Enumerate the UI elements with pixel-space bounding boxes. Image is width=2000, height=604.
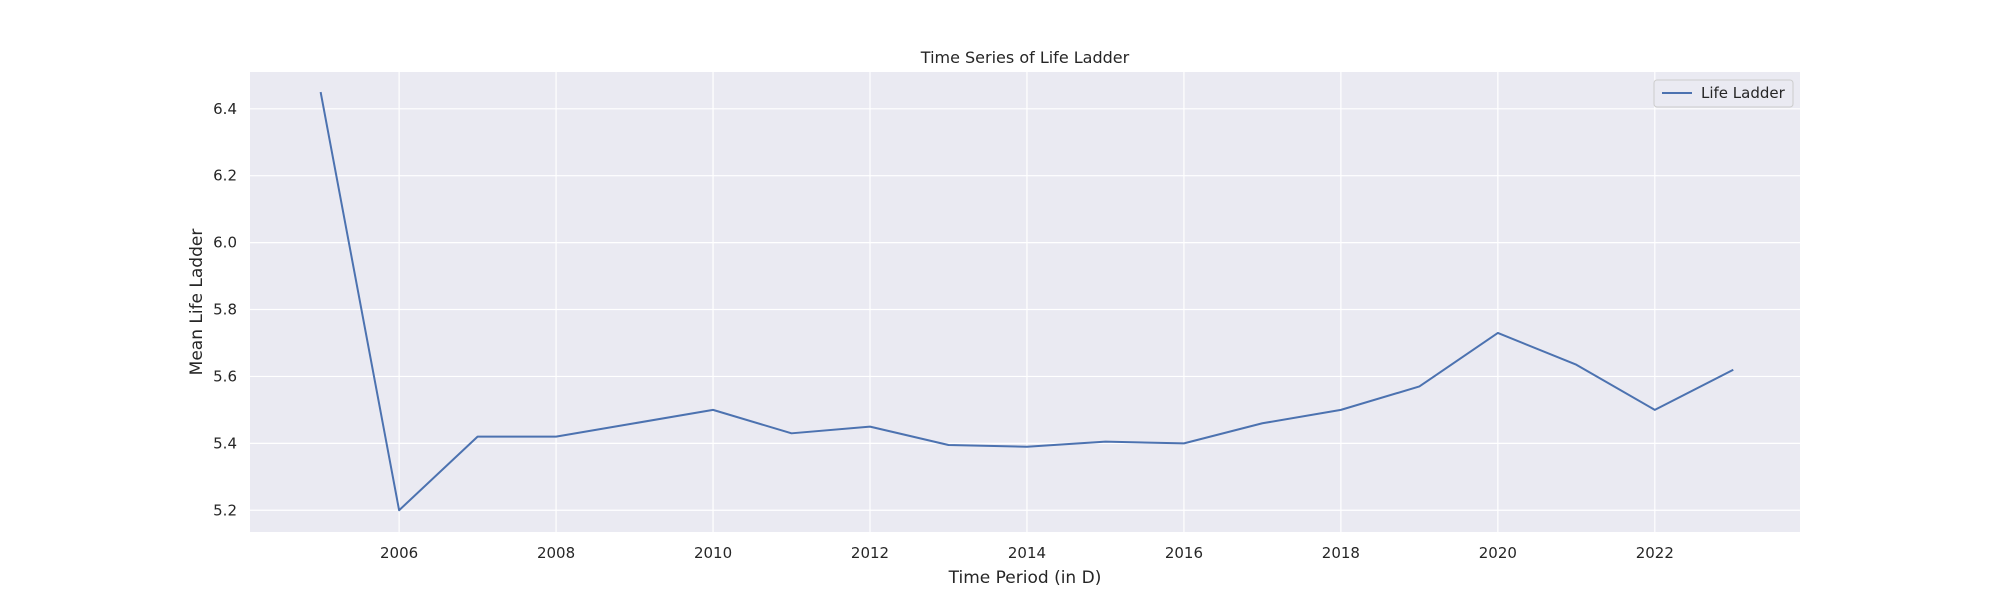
- legend-box: [1653, 79, 1794, 108]
- plot-background: [250, 72, 1800, 532]
- y-tick-label: 6.4: [213, 100, 237, 118]
- y-tick-label: 5.6: [213, 367, 237, 385]
- legend-label: Life Ladder: [1701, 84, 1786, 102]
- x-tick-label: 2018: [1322, 544, 1360, 562]
- series-lines: [319, 91, 1734, 512]
- x-tick-label: 2008: [537, 544, 575, 562]
- legend: Life Ladder: [1653, 79, 1794, 108]
- chart-title: Time Series of Life Ladder: [920, 48, 1130, 67]
- x-tick-label: 2020: [1479, 544, 1517, 562]
- y-tick-labels: 5.2 5.4 5.6 5.8 6.0 6.2 6.4: [213, 100, 237, 519]
- y-tick-label: 5.2: [213, 501, 237, 519]
- y-tick-label: 5.8: [213, 301, 237, 319]
- y-tick-label: 6.2: [213, 167, 237, 185]
- y-tick-label: 6.0: [213, 234, 237, 252]
- x-tick-label: 2010: [694, 544, 732, 562]
- y-tick-label: 5.4: [213, 434, 237, 452]
- x-tick-label: 2022: [1636, 544, 1674, 562]
- x-tick-label: 2016: [1165, 544, 1203, 562]
- grid-lines: [250, 72, 1800, 532]
- x-tick-label: 2012: [851, 544, 889, 562]
- x-axis-label: Time Period (in D): [948, 568, 1102, 588]
- series-line: [319, 91, 1734, 512]
- x-tick-labels: 2006 2008 2010 2012 2014 2016 2018 2020 2022: [380, 544, 1674, 562]
- x-tick-label: 2006: [380, 544, 418, 562]
- x-tick-label: 2014: [1008, 544, 1046, 562]
- y-axis-label: Mean Life Ladder: [187, 229, 207, 376]
